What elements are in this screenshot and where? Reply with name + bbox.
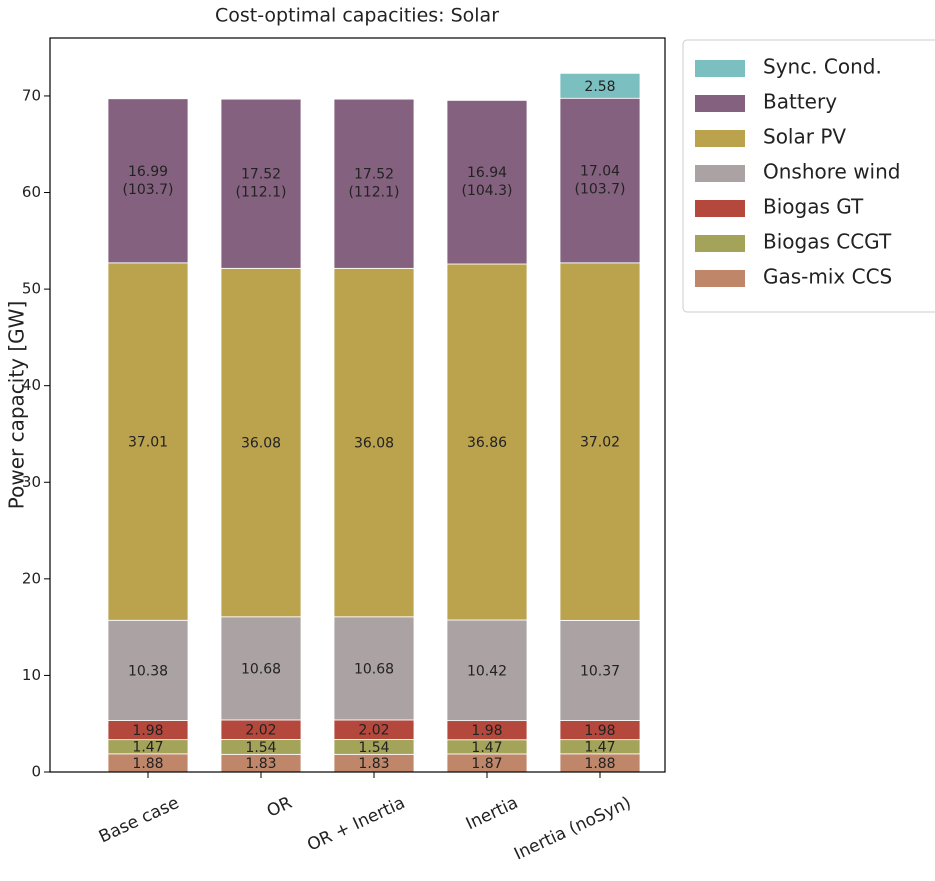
bar-segment xyxy=(107,98,189,264)
value-label: 1.98 xyxy=(132,723,163,739)
legend-swatch xyxy=(695,270,745,287)
value-label: 1.83 xyxy=(358,756,389,772)
bar-segment xyxy=(107,619,189,721)
bar-segment xyxy=(107,262,189,621)
value-label: 2.58 xyxy=(584,79,615,95)
chart-title: Cost-optimal capacities: Solar xyxy=(215,5,499,27)
legend-frame xyxy=(682,39,935,313)
bar-segment xyxy=(220,616,302,721)
y-axis-label: Power capacity [GW] xyxy=(5,301,29,510)
legend-label: Gas-mix CCS xyxy=(763,265,892,289)
energy-label: (104.3) xyxy=(461,183,512,199)
legend-label: Biogas CCGT xyxy=(763,230,892,254)
value-label: 1.83 xyxy=(245,756,276,772)
legend-label: Onshore wind xyxy=(763,160,900,184)
y-tick-label: 40 xyxy=(22,376,41,394)
value-label: 37.02 xyxy=(580,435,620,451)
legend-swatch xyxy=(695,165,745,182)
legend-swatch xyxy=(695,200,745,217)
value-label: 10.42 xyxy=(467,663,507,679)
value-label: 1.98 xyxy=(471,723,502,739)
legend-swatch xyxy=(695,130,745,147)
legend-label: Biogas GT xyxy=(763,195,864,219)
bar-segment xyxy=(446,619,528,722)
bar-segment xyxy=(333,616,415,721)
energy-label: (112.1) xyxy=(348,185,399,201)
plot-frame xyxy=(49,37,666,773)
y-tick-label: 20 xyxy=(22,569,41,587)
legend-label: Solar PV xyxy=(763,125,846,149)
y-tick-label: 60 xyxy=(22,183,41,201)
x-tick-label: Inertia xyxy=(463,793,521,834)
value-label: 1.54 xyxy=(358,740,389,756)
x-tick-label: Base case xyxy=(96,793,182,847)
bar-segment xyxy=(559,97,641,264)
value-label: 17.52 xyxy=(354,167,394,183)
value-label: 2.02 xyxy=(358,723,389,739)
energy-label: (103.7) xyxy=(574,182,625,198)
bar-segment xyxy=(446,99,528,265)
bar-segment xyxy=(333,98,415,269)
value-label: 1.47 xyxy=(584,740,615,756)
legend-swatch xyxy=(695,60,745,77)
value-label: 1.87 xyxy=(471,756,502,772)
bar-segment xyxy=(559,72,641,99)
value-label: 36.08 xyxy=(241,436,281,452)
legend-swatch xyxy=(695,235,745,252)
value-label: 16.94 xyxy=(467,165,507,181)
value-label: 1.98 xyxy=(584,723,615,739)
value-label: 10.38 xyxy=(128,663,168,679)
legend-label: Battery xyxy=(763,90,837,114)
value-label: 1.47 xyxy=(132,740,163,756)
y-tick-label: 50 xyxy=(22,280,41,298)
value-label: 1.88 xyxy=(132,756,163,772)
x-tick-label: Inertia (noSyn) xyxy=(511,793,634,865)
value-label: 10.68 xyxy=(241,661,281,677)
value-label: 10.37 xyxy=(580,663,620,679)
x-tick-label: OR + Inertia xyxy=(304,793,408,856)
bar-segment xyxy=(559,619,641,721)
y-tick-label: 10 xyxy=(22,666,41,684)
bar-segment xyxy=(446,263,528,621)
legend-label: Sync. Cond. xyxy=(763,55,882,79)
value-label: 1.88 xyxy=(584,756,615,772)
bar-segment xyxy=(333,267,415,618)
value-label: 36.86 xyxy=(467,435,507,451)
value-label: 16.99 xyxy=(128,164,168,180)
value-label: 10.68 xyxy=(354,661,394,677)
value-label: 17.52 xyxy=(241,167,281,183)
value-label: 1.47 xyxy=(471,740,502,756)
legend-swatch xyxy=(695,95,745,112)
value-label: 1.54 xyxy=(245,740,276,756)
x-tick-label: OR xyxy=(264,793,295,822)
y-tick-label: 0 xyxy=(31,763,41,781)
value-label: 2.02 xyxy=(245,723,276,739)
bar-segment xyxy=(220,98,302,269)
energy-label: (103.7) xyxy=(122,182,173,198)
value-label: 37.01 xyxy=(128,435,168,451)
energy-label: (112.1) xyxy=(235,185,286,201)
y-tick-label: 70 xyxy=(22,86,41,104)
bar-segment xyxy=(559,262,641,621)
value-label: 36.08 xyxy=(354,436,394,452)
y-tick-label: 30 xyxy=(22,473,41,491)
value-label: 17.04 xyxy=(580,164,620,180)
